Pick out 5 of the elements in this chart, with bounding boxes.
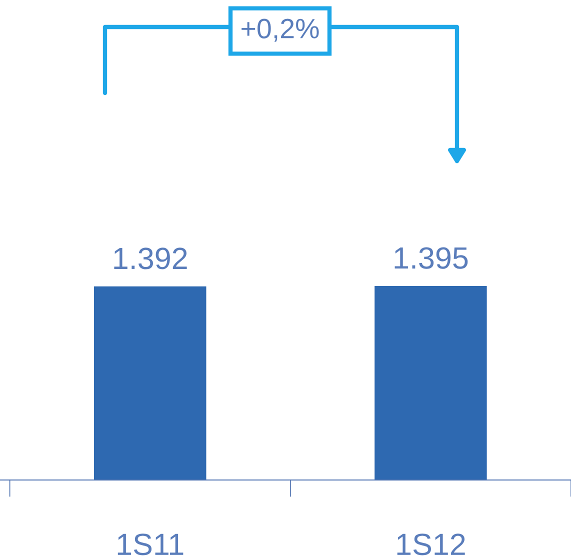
data-label: 1.395 — [394, 247, 468, 269]
data-label: 1.392 — [114, 248, 187, 270]
text: +0,2% — [242, 18, 319, 42]
x-tick-label: 1S11 — [118, 534, 184, 556]
x-tick-label: 1S12 — [397, 534, 465, 556]
